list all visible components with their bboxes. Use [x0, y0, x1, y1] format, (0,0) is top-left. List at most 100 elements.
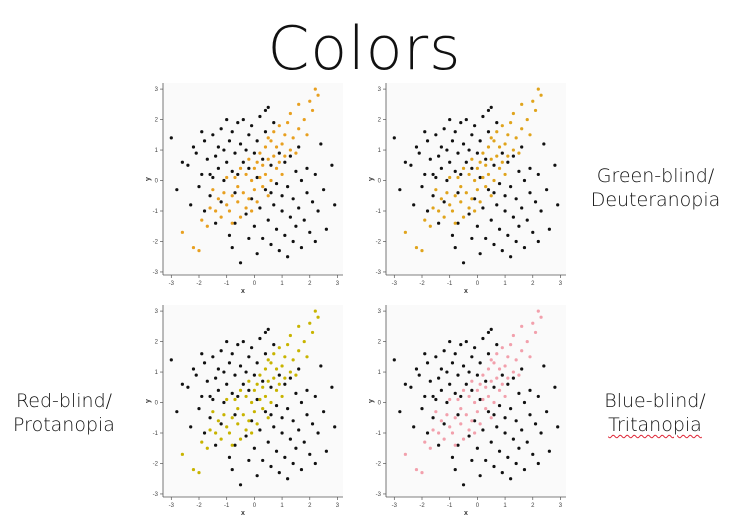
scatter-point-black [533, 200, 538, 204]
scatter-point-black [294, 224, 298, 228]
scatter-point-accent [294, 373, 298, 377]
scatter-point-black [486, 108, 491, 113]
scatter-point-black [222, 400, 226, 405]
scatter-point-black [442, 127, 446, 131]
scatter-point-accent [286, 121, 290, 125]
scatter-point-black [247, 458, 251, 463]
scatter-point-accent [283, 376, 287, 380]
scatter-point-accent [250, 209, 254, 213]
x-tick-label: -3 [169, 503, 175, 509]
scatter-point-black [437, 221, 441, 225]
scatter-point-accent [211, 188, 215, 192]
scatter-point-accent [227, 431, 232, 435]
scatter-point-black [255, 397, 259, 402]
scatter-point-accent [437, 431, 441, 435]
scatter-point-black [517, 169, 521, 173]
scatter-point-accent [536, 309, 540, 313]
scatter-point-black [464, 339, 468, 344]
scatter-point-accent [423, 218, 427, 222]
scatter-point-black [547, 227, 551, 231]
scatter-point-black [333, 203, 337, 207]
scatter-point-accent [250, 400, 254, 405]
scatter-point-accent [247, 419, 251, 423]
scatter-point-black [475, 224, 479, 228]
scatter-point-black [216, 145, 220, 149]
scatter-point-accent [520, 127, 524, 131]
scatter-point-accent [478, 382, 482, 386]
scatter-point-accent [500, 160, 504, 164]
scatter-point-accent [464, 191, 468, 195]
x-tick-label: -1 [224, 503, 230, 509]
scatter-point-black [459, 121, 463, 125]
scatter-point-black [274, 449, 279, 453]
scatter-point-black [517, 446, 521, 450]
plot-background [386, 83, 566, 275]
scatter-plot-svg: -3 -2 -1 0 1 2 3 -3 -2 -1 0 1 2 3 x y [145, 305, 343, 517]
scatter-point-accent [431, 206, 435, 210]
scatter-point-black [202, 361, 207, 365]
scatter-point-accent [297, 102, 301, 106]
scatter-point-black [269, 242, 273, 247]
scatter-point-accent [250, 431, 254, 435]
scatter-point-black [470, 458, 474, 463]
scatter-point-accent [439, 197, 443, 201]
scatter-point-accent [511, 111, 515, 116]
scatter-point-black [514, 419, 518, 423]
scatter-point-accent [467, 172, 471, 177]
x-tick-label: 3 [559, 503, 563, 509]
scatter-point-black [497, 403, 502, 408]
scatter-point-accent [459, 422, 463, 426]
scatter-point-black [448, 160, 452, 164]
scatter-point-accent [261, 385, 265, 389]
scatter-point-black [280, 209, 284, 213]
scatter-point-black [448, 117, 452, 122]
scatter-point-black [272, 203, 276, 207]
scatter-point-black [481, 206, 485, 210]
scatter-point-black [313, 394, 317, 399]
scatter-point-black [230, 245, 234, 250]
scatter-point-accent [250, 178, 254, 183]
scatter-point-black [216, 388, 220, 392]
scatter-point-accent [539, 315, 543, 319]
scatter-point-black [189, 425, 193, 429]
scatter-point-accent [255, 160, 259, 164]
plot-background [386, 305, 566, 497]
scatter-point-accent [219, 437, 223, 441]
scatter-point-black [511, 154, 515, 158]
scatter-point-black [294, 391, 298, 395]
y-axis-label: y [368, 399, 375, 403]
y-tick-label: 0 [378, 179, 382, 185]
scatter-point-black [225, 117, 229, 122]
scatter-point-black [453, 467, 457, 472]
scatter-point-black [308, 452, 312, 456]
scatter-point-black [417, 373, 421, 377]
scatter-point-black [283, 455, 287, 459]
scatter-point-accent [252, 188, 256, 192]
scatter-point-black [250, 197, 254, 201]
scatter-point-accent [486, 172, 491, 177]
scatter-point-accent [495, 154, 499, 158]
scatter-point-accent [420, 471, 424, 475]
scatter-point-accent [467, 428, 471, 432]
scatter-point-accent [313, 309, 317, 313]
scatter-point-black [180, 382, 184, 386]
scatter-point-black [481, 336, 485, 341]
scatter-point-black [495, 425, 499, 429]
label-blue-line2-text: Tritanopia [608, 414, 702, 436]
scatter-point-black [428, 157, 432, 161]
scatter-point-black [470, 133, 474, 137]
scatter-point-black [308, 230, 312, 234]
scatter-point-accent [269, 400, 273, 405]
scatter-point-accent [459, 200, 463, 204]
scatter-point-accent [461, 388, 466, 392]
scatter-point-black [252, 373, 256, 377]
scatter-point-black [230, 169, 234, 173]
scatter-point-accent [500, 124, 504, 128]
scatter-point-black [263, 130, 268, 134]
scatter-point-accent [291, 136, 295, 140]
scatter-point-black [423, 130, 427, 134]
scatter-point-black [525, 218, 529, 222]
scatter-point-accent [484, 185, 488, 189]
scatter-point-accent [269, 361, 273, 365]
x-tick-label: 1 [280, 281, 284, 287]
